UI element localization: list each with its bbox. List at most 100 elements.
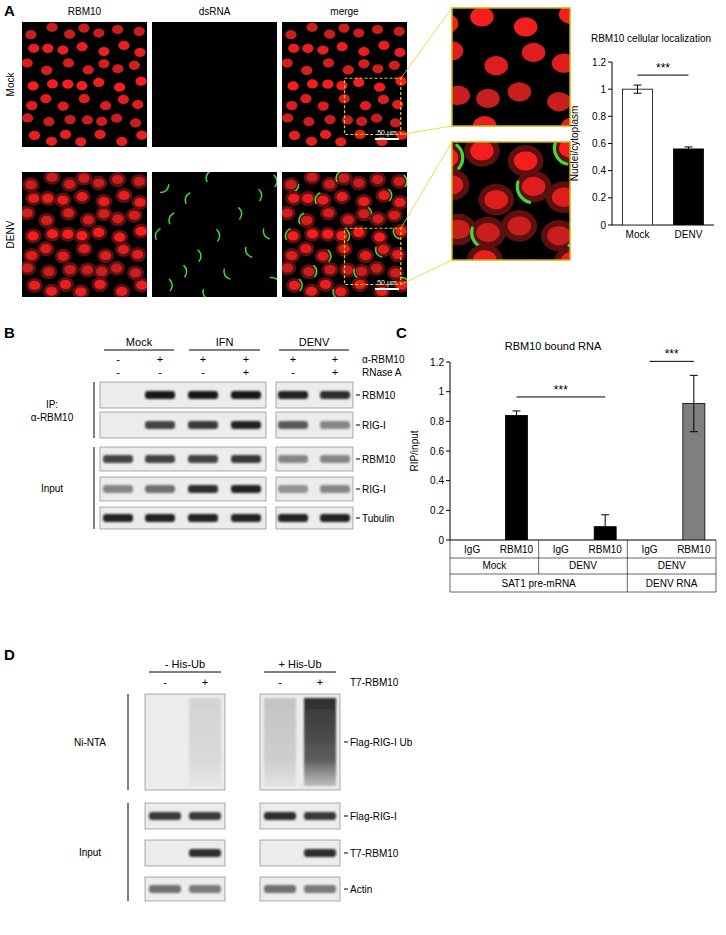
nucleus xyxy=(378,95,389,104)
nucleus xyxy=(98,209,109,218)
micrograph xyxy=(282,22,407,147)
condition-underline xyxy=(149,672,221,673)
target-label: DENV RNA xyxy=(646,578,698,589)
blot-frame xyxy=(260,840,340,866)
cytoplasm xyxy=(22,260,36,275)
nucleus xyxy=(508,216,532,235)
label-dash xyxy=(344,816,348,817)
band-label: Actin xyxy=(350,884,372,895)
nucleus xyxy=(484,56,508,75)
band xyxy=(145,514,175,522)
cytoplasm xyxy=(391,195,407,210)
nucleus xyxy=(378,245,389,254)
sign: - xyxy=(201,366,205,378)
blot-frame xyxy=(100,507,266,529)
sign: - xyxy=(278,676,282,688)
band xyxy=(145,421,175,429)
band xyxy=(231,455,261,463)
y-tick xyxy=(608,197,612,198)
tick-label: 1 xyxy=(600,84,606,95)
y-tick xyxy=(608,116,612,117)
nucleus xyxy=(374,233,385,242)
nucleus xyxy=(508,82,532,101)
error-cap xyxy=(685,150,693,151)
band xyxy=(231,514,261,522)
cytoplasm xyxy=(129,247,146,262)
cytoplasm xyxy=(478,184,514,215)
image-bg xyxy=(152,22,277,147)
image-bg xyxy=(282,22,407,147)
micrograph xyxy=(22,22,147,147)
tick-label: 0.4 xyxy=(592,165,606,176)
table-line xyxy=(716,540,717,574)
nucleus xyxy=(372,64,383,73)
y-tick xyxy=(446,510,450,511)
nucleus xyxy=(522,43,546,62)
nucleus xyxy=(112,64,123,73)
nucleus xyxy=(79,94,90,103)
band xyxy=(304,698,336,786)
cytoplasm xyxy=(55,249,72,264)
nucleus xyxy=(300,244,311,253)
nucleus xyxy=(43,117,54,126)
sign: + xyxy=(157,353,163,365)
nucleus xyxy=(78,173,89,182)
table-line xyxy=(450,558,716,559)
nucleus xyxy=(285,180,296,189)
nucleus xyxy=(29,131,40,140)
condition-underline xyxy=(264,672,336,673)
nucleus xyxy=(96,267,107,276)
y-tick xyxy=(608,170,612,171)
group-label: Mock xyxy=(482,560,507,571)
nucleus xyxy=(47,79,58,88)
band xyxy=(320,485,350,493)
condition-label: - His-Ub xyxy=(165,658,205,670)
y-tick xyxy=(608,225,612,226)
nucleus xyxy=(47,173,58,182)
scale-bar xyxy=(375,288,399,290)
cytoplasm xyxy=(285,228,302,243)
sign: + xyxy=(332,366,338,378)
nucleus xyxy=(282,263,293,272)
y-tick xyxy=(446,540,450,541)
dsrna-signal xyxy=(336,172,341,181)
sign: + xyxy=(332,353,338,365)
tick-label: 0.6 xyxy=(430,446,444,457)
cytoplasm xyxy=(553,142,570,164)
group-label: DENV xyxy=(569,560,597,571)
y-tick xyxy=(608,62,612,63)
nucleus xyxy=(320,130,331,139)
nucleus xyxy=(324,115,335,124)
cytoplasm xyxy=(131,195,147,210)
cytoplasm xyxy=(39,191,56,206)
band xyxy=(188,514,218,522)
dsrna-signal xyxy=(376,247,382,257)
section-label: Ni-NTA xyxy=(74,737,106,748)
nucleus xyxy=(111,264,122,273)
nucleus xyxy=(552,188,570,207)
section-label: Input xyxy=(79,847,101,858)
column-header: merge xyxy=(330,6,359,17)
nucleus xyxy=(378,191,389,200)
cytoplasm xyxy=(393,224,407,239)
nucleus xyxy=(343,215,354,224)
dsrna-signal xyxy=(161,185,169,193)
cytoplasm xyxy=(109,211,126,226)
nucleus xyxy=(394,198,405,207)
sign: + xyxy=(200,353,206,365)
y-tick xyxy=(446,480,450,481)
band xyxy=(231,391,261,399)
band-label: RIG-I xyxy=(362,484,386,495)
row-header: DENV xyxy=(5,220,16,248)
nucleus xyxy=(93,28,104,37)
nucleus xyxy=(42,44,53,53)
cytoplasm xyxy=(93,264,110,279)
nucleus xyxy=(324,265,335,274)
nucleus xyxy=(27,81,38,90)
tick-label: 0 xyxy=(438,535,444,546)
cytoplasm xyxy=(76,241,93,256)
figure: ABCDRBM10dsRNAmergeMock50 µmDENV50 µmRBM… xyxy=(0,0,726,935)
nucleus xyxy=(94,130,105,139)
nucleus xyxy=(360,251,371,260)
cytoplasm xyxy=(40,264,57,279)
